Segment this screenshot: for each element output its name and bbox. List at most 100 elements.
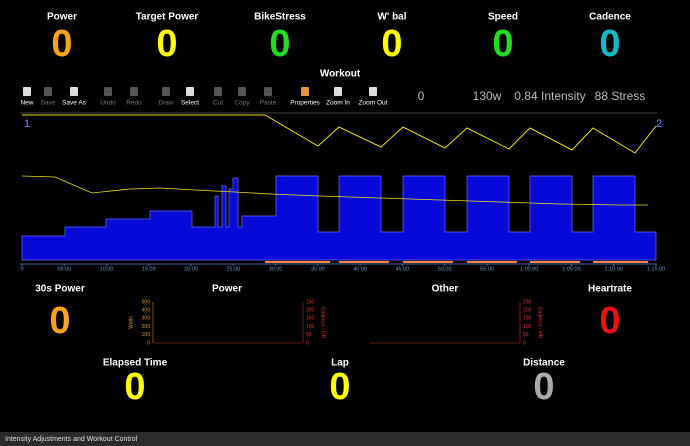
toolbar-icon [130,87,138,96]
toolbar-icon [70,87,78,96]
toolbar-label: Save As [62,100,87,107]
x-tick-label: 1:00:00 [520,266,538,272]
right-axis-label: Cadence / HR [537,307,543,339]
toolbar-button[interactable]: Save As [62,87,87,107]
left-tick-label: 200 [142,324,151,330]
lap-bar [265,261,330,263]
workout-title: Workout [320,69,361,80]
right-tick-label: 100 [306,324,315,330]
toolbar-label: Paste [260,100,277,107]
toolbar-icon [301,87,309,96]
toolbar-icon [44,87,52,96]
toolbar-label: Cut [213,100,223,107]
metric-label: Speed [488,12,518,23]
left-axis-label: Watts [128,316,134,329]
toolbar-icon [104,87,112,96]
w-bal-line [22,114,657,154]
metric-value: 0 [124,366,145,408]
toolbar-button: Copy [234,87,250,107]
lap-bar [339,261,389,263]
intensity-line [21,175,648,206]
right-tick-label: 250 [306,299,315,305]
lap-bar [593,261,648,263]
toolbar-label: New [20,100,33,107]
right-tick-label: 50 [523,332,529,338]
toolbar-label: Zoom Out [359,100,388,107]
metric-label: W' bal [377,12,406,23]
x-tick-label: 1:15:00 [647,266,665,272]
toolbar-button: Undo [100,87,116,107]
left-tick-label: 300 [142,316,151,322]
right-tick-label: 0 [523,340,526,346]
right-tick-label: 100 [523,324,532,330]
workout-summary: 0.84 Intensity [514,89,585,103]
workout-summary: 0 [418,89,425,103]
metric-label: Lap [331,358,349,369]
x-tick-label: 0 [20,266,23,272]
lap-bar [403,261,453,263]
lap-bar [467,261,517,263]
x-tick-label: 30:00 [269,266,283,272]
lap-marker: 2 [656,118,662,130]
status-bar [0,432,690,446]
x-tick-label: 55:00 [480,266,494,272]
x-tick-label: 1:05:00 [562,266,580,272]
right-tick-label: 50 [306,332,312,338]
toolbar-label: Redo [126,100,142,107]
toolbar-button[interactable]: Select [181,87,199,107]
x-tick-label: 25:00 [226,266,240,272]
right-tick-label: 250 [523,299,532,305]
metric-value: 0 [599,23,620,65]
chart-title: Power [212,284,242,295]
toolbar-button[interactable]: Properties [290,87,321,107]
metric-value: 0 [51,23,72,65]
toolbar-button: Cut [213,87,223,107]
right-axis-label: Cadence / HR [320,307,326,339]
lap-highlights [265,261,648,263]
metric-value: 0 [156,23,177,65]
toolbar-icon [214,87,222,96]
toolbar-button[interactable]: Zoom Out [359,87,388,107]
x-tick-label: 45:00 [396,266,410,272]
x-tick-label: 10:00 [100,266,114,272]
toolbar-icon [238,87,246,96]
left-tick-label: 100 [142,332,151,338]
toolbar-label: Properties [290,100,320,107]
x-tick-label: 20:00 [184,266,198,272]
metric-value: 0 [49,300,70,342]
metric-value: 0 [492,23,513,65]
lap-marker: 1 [24,118,30,130]
toolbar-button[interactable]: Zoom In [326,87,350,107]
metric-label: 30s Power [35,284,85,295]
toolbar-icon [23,87,31,96]
toolbar-button[interactable]: New [20,87,34,107]
metric-label: Distance [523,358,565,369]
metric-value: 0 [599,300,620,342]
right-tick-label: 200 [306,308,315,314]
right-tick-label: 150 [306,316,315,322]
metric-label: Cadence [589,12,631,23]
status-text: Intensity Adjustments and Workout Contro… [5,436,138,443]
x-tick-label: 15:00 [142,266,156,272]
metric-label: Power [47,12,77,23]
toolbar-icon [186,87,194,96]
metric-label: BikeStress [254,12,306,23]
toolbar-icon [264,87,272,96]
x-tick-label: 1:10:00 [605,266,623,272]
workout-profile [21,175,657,261]
metric-value: 0 [329,366,350,408]
toolbar-icon [334,87,342,96]
metric-value: 0 [381,23,402,65]
toolbar-button: Redo [126,87,142,107]
metric-label: Elapsed Time [103,358,168,369]
toolbar-label: Zoom In [326,100,350,107]
toolbar-label: Select [181,100,199,107]
toolbar-button: Paste [260,87,277,107]
metric-value: 0 [269,23,290,65]
toolbar-label: Draw [158,100,173,107]
right-tick-label: 150 [523,316,532,322]
metric-label: Heartrate [588,284,632,295]
toolbar-button: Save [41,87,56,107]
toolbar-button: Draw [158,87,174,107]
